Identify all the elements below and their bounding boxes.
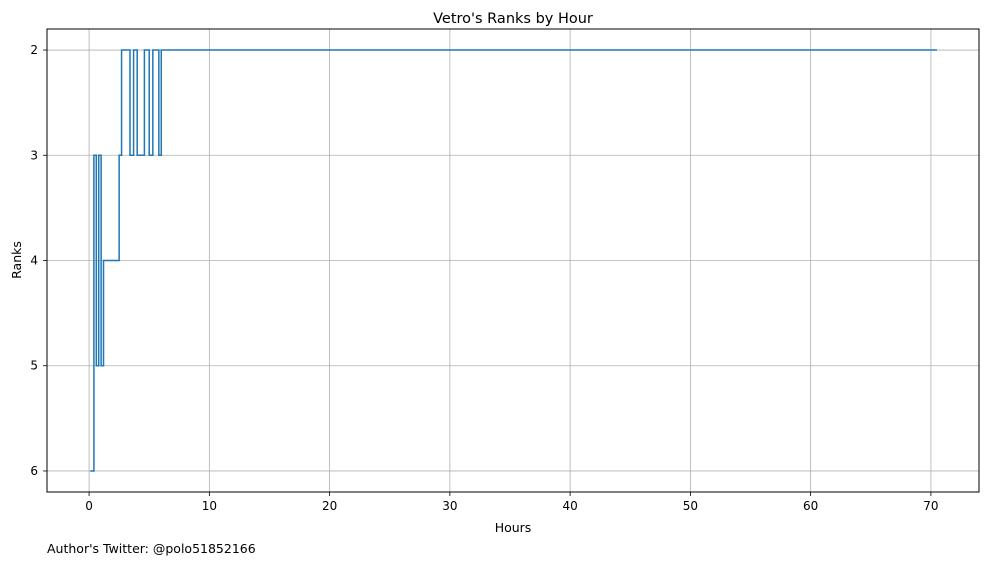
x-tick-label: 30 (442, 499, 457, 513)
chart-title: Vetro's Ranks by Hour (433, 11, 593, 27)
y-tick-label: 2 (30, 43, 38, 57)
y-tick-label: 3 (30, 148, 38, 162)
y-axis: 2 3 4 5 6 (30, 43, 47, 478)
rank-series-line (90, 49, 937, 472)
x-tick-label: 10 (202, 499, 217, 513)
x-tick-label: 60 (803, 499, 818, 513)
x-tick-label: 20 (322, 499, 337, 513)
y-axis-label: Ranks (9, 241, 24, 279)
y-tick-label: 5 (30, 359, 38, 373)
series-layer (90, 49, 937, 472)
y-tick-label: 6 (30, 464, 38, 478)
x-axis: 0 10 20 30 40 50 60 70 (85, 492, 939, 513)
author-credit: Author's Twitter: @polo51852166 (47, 541, 256, 556)
x-axis-label: Hours (495, 520, 532, 535)
x-tick-label: 0 (85, 499, 93, 513)
x-tick-label: 70 (923, 499, 938, 513)
y-tick-label: 4 (30, 254, 38, 268)
x-tick-label: 50 (683, 499, 698, 513)
x-tick-label: 40 (562, 499, 577, 513)
grid-lines (47, 29, 979, 492)
